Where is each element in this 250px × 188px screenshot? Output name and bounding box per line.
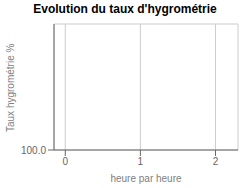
html-text:Evolution du taux d'hygrométri: Evolution du taux d'hygrométrie [33,2,217,16]
svg-text:1: 1 [138,156,144,167]
svg-text:100.0: 100.0 [21,145,46,156]
svg-text:heure par heure: heure par heure [110,173,182,184]
svg-text:0: 0 [62,156,68,167]
svg-text:2: 2 [213,156,219,167]
svg-text:Taux hygrométrie %: Taux hygrométrie % [8,44,16,132]
